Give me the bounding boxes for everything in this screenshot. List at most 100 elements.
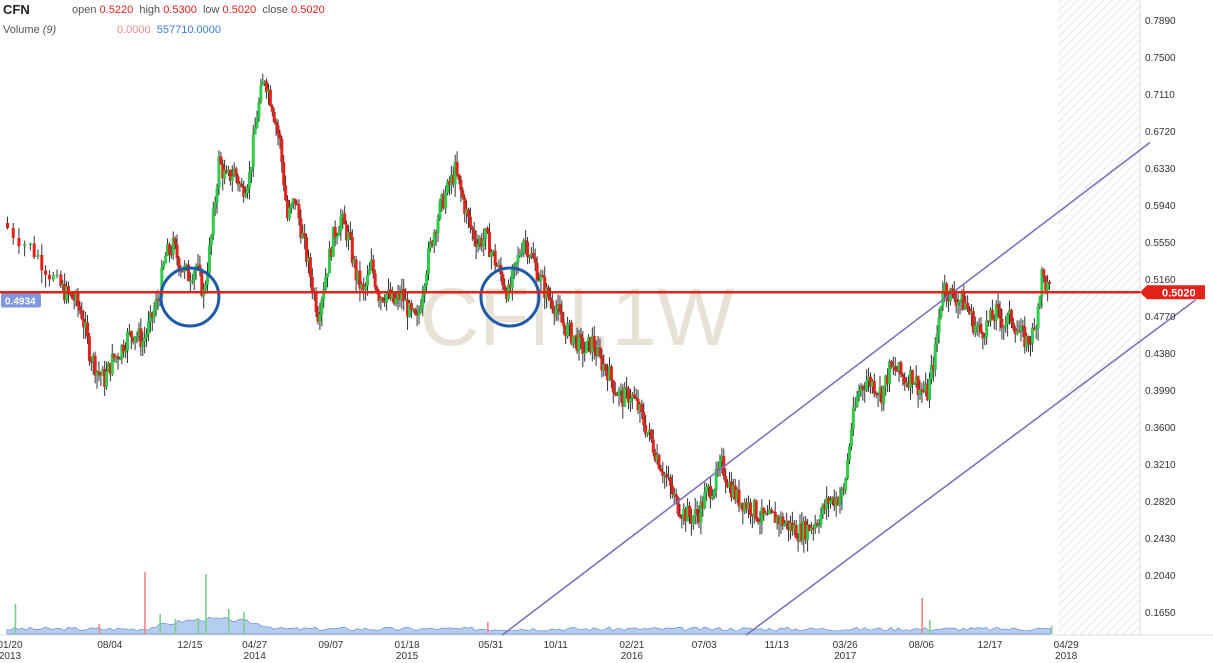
candle-body <box>284 185 288 201</box>
candle-body <box>105 371 109 387</box>
candle-body <box>680 516 684 519</box>
candle-body <box>958 300 962 303</box>
y-tick-label: 0.5550 <box>1145 238 1176 249</box>
candle-body <box>1011 322 1015 329</box>
candle-body <box>849 429 853 447</box>
candle-body <box>524 240 528 242</box>
candle-body <box>209 235 213 246</box>
candle-body <box>438 200 442 219</box>
candle-body <box>122 344 126 353</box>
x-tick-label: 10/11 <box>543 640 568 651</box>
candle-body <box>114 356 118 359</box>
candle-body <box>305 237 309 262</box>
candle-body <box>204 284 208 290</box>
candle-body <box>1000 318 1004 329</box>
candle-body <box>726 482 730 488</box>
candle-body <box>962 292 966 310</box>
candle-body <box>1002 327 1006 329</box>
x-tick-label: 12/15 <box>177 640 202 651</box>
candle-body <box>400 288 404 300</box>
candle-body <box>251 134 255 168</box>
low-label: low <box>202 4 220 16</box>
candle-body <box>628 398 632 403</box>
candle-body <box>430 241 434 246</box>
candle-body <box>282 162 286 186</box>
candle-body <box>828 500 832 504</box>
candle-body <box>76 292 80 307</box>
candle-body <box>924 383 928 392</box>
candle-body <box>939 306 943 318</box>
candle-body <box>653 452 657 461</box>
candle-body <box>865 380 869 390</box>
x-tick-year: 2015 <box>396 651 419 662</box>
candle-body <box>983 337 987 339</box>
y-tick-label: 0.1650 <box>1145 608 1176 619</box>
candle-body <box>697 513 701 523</box>
candle-body <box>369 259 373 269</box>
candle-body <box>554 308 558 314</box>
candle-body <box>880 387 884 404</box>
candle-body <box>832 497 836 507</box>
candle-body <box>118 358 122 361</box>
candle-body <box>998 307 1002 319</box>
candle-body <box>225 170 229 173</box>
candle-body <box>691 516 695 524</box>
highlight-circle <box>479 266 541 328</box>
candle-body <box>859 386 863 391</box>
candle-body <box>270 105 274 112</box>
candle-body <box>842 488 846 491</box>
candle-body <box>131 337 135 343</box>
candle-body <box>598 347 602 356</box>
candle-body <box>743 502 747 512</box>
volume-readout: Volume (9) <box>3 24 56 36</box>
volume-bar <box>205 574 207 634</box>
candle-body <box>811 527 815 530</box>
candle-body <box>731 485 735 498</box>
candle-body <box>259 85 263 102</box>
candle-body <box>381 297 385 301</box>
candle-body <box>240 183 244 187</box>
volume-bar <box>1050 626 1053 634</box>
candle-body <box>82 318 86 328</box>
volume-bar <box>98 624 101 634</box>
candle-body <box>247 172 251 188</box>
candle-body <box>606 370 610 381</box>
candle-body <box>474 239 478 247</box>
candle-body <box>567 322 571 325</box>
volume-period: (9) <box>42 24 57 36</box>
y-tick-label: 0.5940 <box>1145 201 1176 212</box>
candle-body <box>857 390 861 397</box>
candle-body <box>173 238 177 245</box>
candle-body <box>318 314 322 322</box>
candle-body <box>516 254 520 263</box>
candle-body <box>668 477 672 486</box>
candle-body <box>617 390 621 396</box>
candle-body <box>276 125 280 134</box>
candle-body <box>428 241 432 248</box>
candle-body <box>756 518 760 523</box>
ohlc-readout: open 0.5220 high 0.5300 low 0.5020 close… <box>72 4 325 16</box>
candle-body <box>188 280 192 283</box>
candle-body <box>1009 309 1013 323</box>
candle-body <box>116 356 120 360</box>
candle-body <box>764 512 768 515</box>
candle-body <box>135 335 139 338</box>
y-tick-label: 0.6720 <box>1145 127 1176 138</box>
candle-body <box>339 216 343 232</box>
candle-body <box>585 341 589 353</box>
candle-body <box>705 487 709 493</box>
candle-body <box>1015 330 1019 335</box>
candle-body <box>596 347 600 357</box>
y-tick-label: 0.3210 <box>1145 460 1176 471</box>
candle-body <box>600 355 604 371</box>
candle-body <box>289 204 293 208</box>
candle-body <box>72 298 76 301</box>
candle-body <box>520 252 524 255</box>
candle-body <box>806 524 810 540</box>
candle-body <box>981 332 985 339</box>
candle-body <box>947 296 951 302</box>
candle-body <box>918 389 922 395</box>
candle-body <box>737 489 741 507</box>
x-tick-label: 01/18 <box>395 640 420 651</box>
